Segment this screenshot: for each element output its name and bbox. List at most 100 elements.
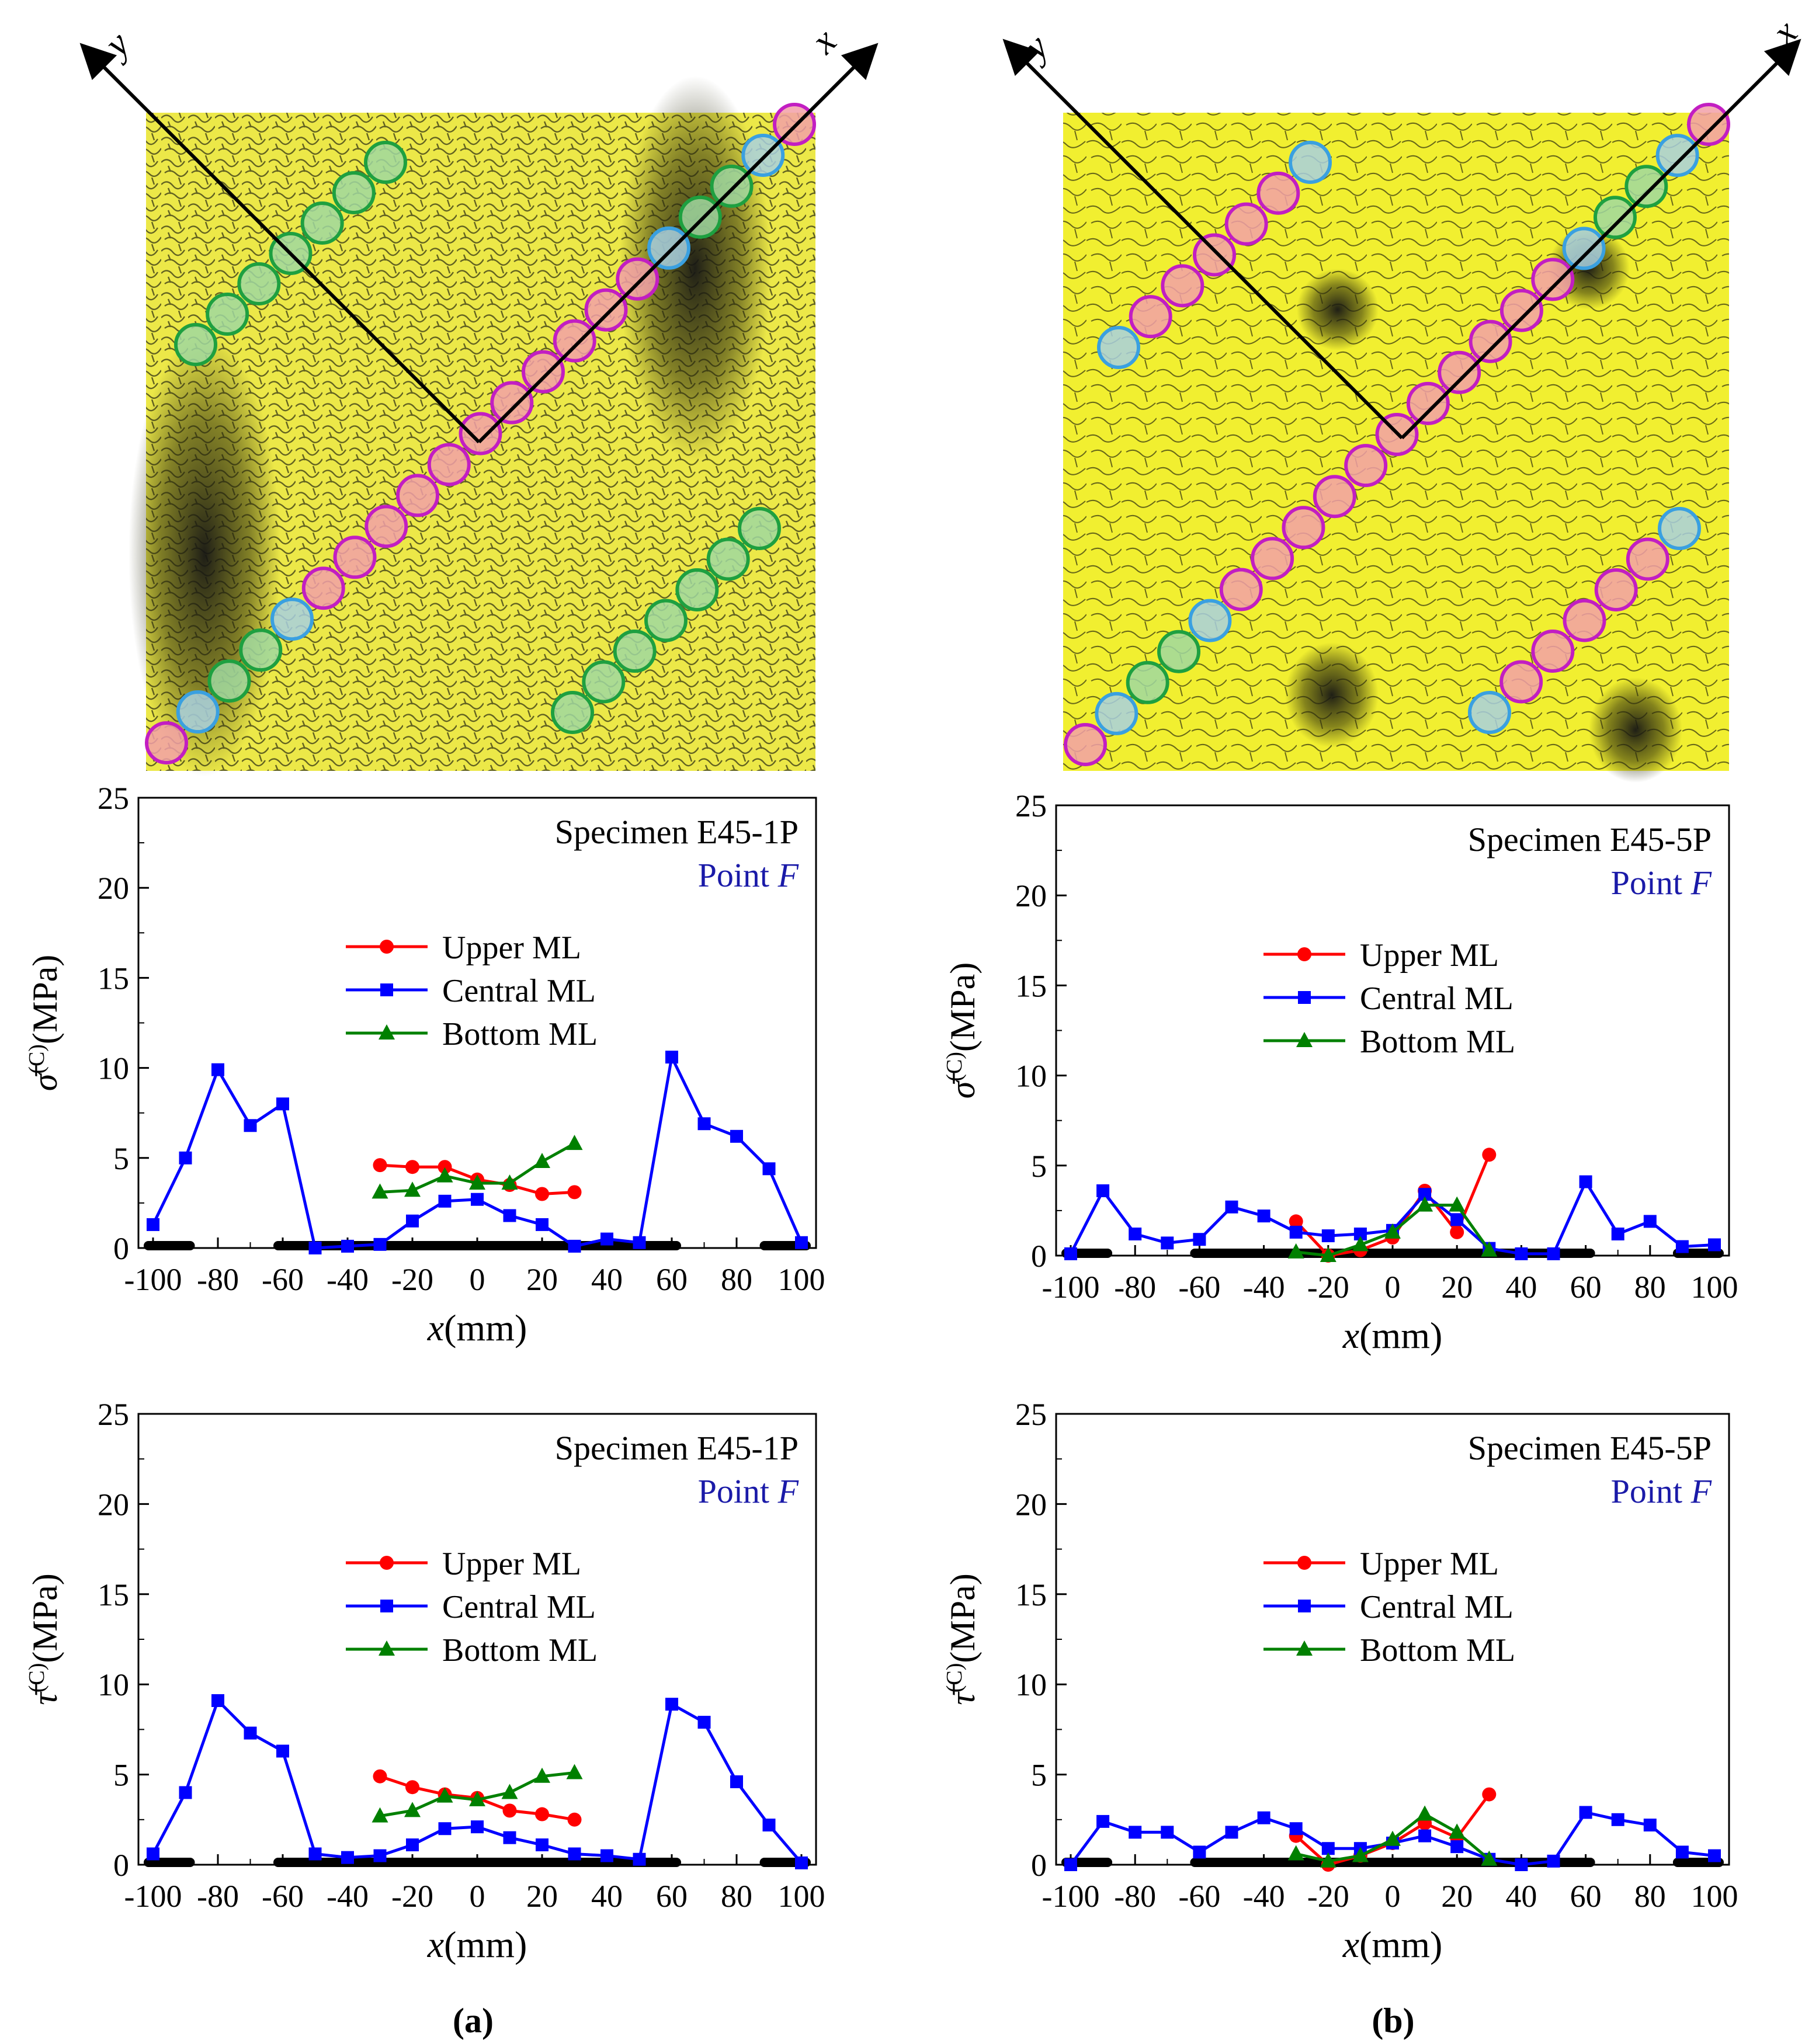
y-tick-label: 25 (98, 781, 129, 816)
x-axis-letter-a: x (803, 20, 844, 62)
data-point-square (1450, 1840, 1464, 1854)
measurement-point (1655, 134, 1699, 178)
legend-label: Central ML (442, 1589, 596, 1625)
data-point-square (1418, 1829, 1432, 1843)
measurement-point (1531, 630, 1575, 673)
measurement-point (459, 412, 502, 456)
measurement-point (1469, 319, 1512, 363)
y-tick-label: 0 (113, 1231, 129, 1266)
y-tick-label: 25 (1015, 788, 1047, 823)
data-point-square (1450, 1213, 1464, 1226)
measurement-point (396, 474, 439, 517)
data-point-triangle (1481, 1241, 1498, 1257)
data-point-square (1675, 1240, 1689, 1253)
data-point-triangle (534, 1152, 550, 1168)
data-point-square (276, 1097, 289, 1111)
data-point-square (406, 1214, 419, 1228)
measurement-point (145, 721, 188, 764)
measurement-point (1593, 196, 1637, 239)
crack-node-b-1 (1297, 269, 1379, 350)
measurement-points-a (145, 103, 816, 764)
measurement-point (270, 597, 314, 641)
data-point-triangle (501, 1784, 518, 1799)
data-point-square (179, 1151, 192, 1164)
y-tick-label: 10 (98, 1667, 129, 1702)
data-point-square (600, 1232, 613, 1246)
x-axis-letter-b: x (1764, 12, 1805, 53)
x-axis-label: x(mm) (427, 1307, 527, 1348)
data-point-square (762, 1162, 776, 1176)
data-point-square (244, 1726, 257, 1740)
data-point-square (341, 1239, 354, 1253)
x-axis-label: x(mm) (1342, 1315, 1443, 1356)
data-point-triangle (501, 1174, 518, 1190)
measurement-point (206, 293, 249, 336)
measurement-point (1161, 264, 1204, 308)
x-tick-label: -80 (1114, 1879, 1156, 1914)
measurement-point (1658, 507, 1701, 550)
legend-label: Upper ML (1360, 937, 1499, 974)
x-tick-label: 80 (721, 1262, 752, 1297)
x-tick-label: -80 (197, 1879, 239, 1914)
measurement-point (237, 262, 281, 305)
y-tick-label: 0 (1031, 1239, 1047, 1274)
legend-marker-circle (1297, 947, 1311, 961)
data-point-square (1161, 1826, 1174, 1839)
panel-label-b: (b) (1372, 2001, 1414, 2040)
x-tick-label: 100 (778, 1262, 825, 1297)
x-tick-label: 0 (470, 1879, 485, 1914)
y-tick-label: 20 (98, 871, 129, 906)
data-point-square (211, 1063, 224, 1076)
measurement-point (1157, 630, 1201, 673)
chart-a-sigma: 0 5 10 15 20 25 -100 -80 -60 -40 -20 0 20 40 60 80 100 Sp… (25, 781, 825, 1348)
data-point-triangle (1417, 1196, 1433, 1212)
data-point-triangle (1417, 1805, 1433, 1821)
y-axis-unit: (MPa) (26, 1573, 64, 1663)
measurement-point (706, 537, 750, 581)
data-point-square (1225, 1826, 1238, 1839)
measurement-point (1251, 537, 1294, 580)
data-point-circle (535, 1807, 549, 1821)
x-axis-arrow-a (477, 43, 879, 444)
data-point-triangle (1384, 1223, 1401, 1239)
data-point-triangle (1449, 1196, 1466, 1212)
data-point-triangle (469, 1791, 485, 1806)
legend-marker-circle (380, 1556, 394, 1570)
data-point-triangle (1352, 1847, 1369, 1862)
measurement-point (490, 381, 534, 425)
data-point-square (308, 1242, 322, 1254)
y-axis-letter-a: y (93, 23, 137, 67)
specimen-title: Specimen E45-5P (1468, 821, 1712, 858)
data-point-square (1547, 1854, 1560, 1868)
data-point-square (503, 1209, 516, 1222)
data-point-square (1321, 1229, 1335, 1243)
crack-node-b-3 (1285, 642, 1379, 748)
legend-marker-circle (1297, 1556, 1311, 1570)
x-tick-label: -20 (1307, 1270, 1349, 1305)
specimen-photo-b: y x (1002, 12, 1805, 783)
x-tick-label: 0 (470, 1262, 485, 1297)
point-label-prefix: Point (698, 1472, 778, 1510)
data-point-square (1643, 1819, 1657, 1832)
y-tick-label: 15 (1015, 1577, 1047, 1612)
data-point-triangle (1320, 1247, 1337, 1262)
x-tick-label: -100 (124, 1879, 182, 1914)
x-tick-label: -80 (1114, 1270, 1156, 1305)
data-point-square (568, 1239, 581, 1253)
data-point-triangle (1449, 1823, 1466, 1839)
measurement-point (364, 141, 407, 184)
data-point-circle (535, 1187, 549, 1201)
measurement-point (1344, 444, 1388, 488)
point-label-letter: F (1690, 1472, 1712, 1510)
x-axis-label: x(mm) (427, 1924, 527, 1965)
x-tick-label: 100 (778, 1879, 825, 1914)
y-axis-label: τ̄(C)(MPa) (25, 1573, 64, 1705)
legend-marker-triangle (1296, 1640, 1313, 1656)
measurement-point (647, 226, 690, 270)
x-tick-label: -60 (1178, 1270, 1220, 1305)
x-tick-label: 60 (1570, 1270, 1602, 1305)
y-axis-superscript: (C) (25, 1663, 49, 1693)
data-point-circle (373, 1769, 387, 1784)
measurement-point (301, 566, 345, 610)
